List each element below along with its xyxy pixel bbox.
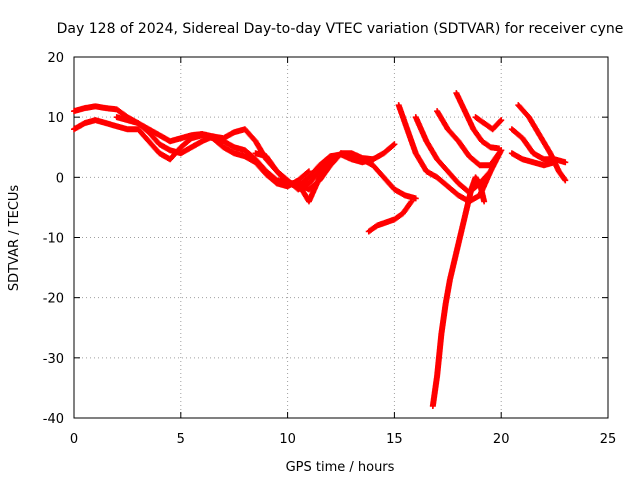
y-tick-label: 10: [47, 111, 64, 126]
data-marker-path: [472, 114, 505, 133]
x-tick-label: 25: [600, 432, 617, 447]
y-tick-labels: -40 -30 -20 -10 0 10 20: [43, 51, 64, 427]
y-tick-label: 20: [47, 51, 64, 66]
data-marker-path: [284, 150, 419, 205]
series-track-2: [71, 117, 312, 190]
y-tick-label: 0: [56, 171, 64, 186]
data-marker-path: [429, 174, 488, 409]
series-track-13: [515, 102, 569, 184]
series-track-12: [472, 114, 505, 133]
chart-title: Day 128 of 2024, Sidereal Day-to-day VTE…: [57, 21, 624, 37]
x-axis-label: GPS time / hours: [286, 460, 395, 475]
grid: [74, 57, 608, 418]
y-tick-label: -40: [43, 412, 64, 427]
series-track-14: [508, 126, 569, 166]
data-points: [71, 90, 569, 409]
data-marker-path: [508, 126, 569, 166]
x-tick-labels: 0 5 10 15 20 25: [70, 432, 616, 447]
plot-frame: [73, 56, 609, 419]
series-track-10: [434, 108, 505, 169]
data-marker-path: [515, 102, 569, 184]
x-tick-label: 5: [177, 432, 185, 447]
data-marker-path: [434, 108, 505, 169]
y-tick-label: -10: [43, 232, 64, 247]
data-marker-path: [508, 150, 558, 169]
data-marker-path: [453, 90, 503, 152]
data-marker-path: [365, 198, 415, 235]
series-track-6: [365, 198, 415, 235]
y-tick-label: -20: [43, 292, 64, 307]
data-marker-path: [71, 117, 312, 190]
series-track-9: [429, 174, 488, 409]
x-tick-label: 10: [279, 432, 296, 447]
x-tick-label: 15: [386, 432, 403, 447]
x-tick-label: 0: [70, 432, 78, 447]
series-track-5: [284, 150, 419, 205]
y-axis-label: SDTVAR / TECUs: [7, 185, 22, 292]
series-track-11: [453, 90, 503, 152]
x-tick-label: 20: [493, 432, 510, 447]
series-track-15: [508, 150, 558, 169]
y-tick-label: -30: [43, 352, 64, 367]
